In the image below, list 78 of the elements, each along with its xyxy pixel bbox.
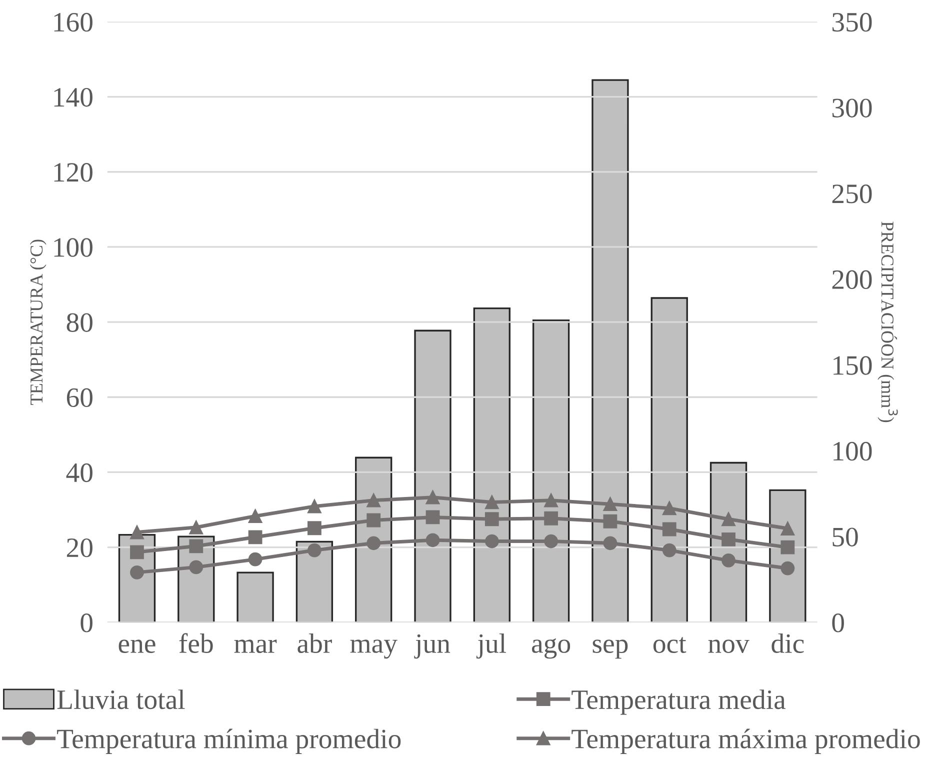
y-tick-label: 80 [66, 313, 92, 332]
point [426, 533, 440, 548]
y-tick-label: 140 [54, 88, 92, 107]
bar [650, 297, 688, 622]
x-tick-label: ago [532, 638, 570, 659]
point [308, 543, 322, 558]
point [308, 499, 322, 514]
point [130, 525, 144, 540]
y-tick-label: 20 [66, 538, 92, 558]
point [484, 495, 499, 510]
y-tick-label: 60 [66, 388, 92, 408]
y2-tick-label: 50 [832, 528, 858, 546]
y2-tick-label: 150 [834, 356, 872, 375]
legend-label: Lluvia total [57, 690, 185, 710]
point [662, 501, 676, 516]
point [189, 560, 204, 574]
x-tick-label: oct [653, 637, 686, 654]
x-tick-label: nov [708, 640, 750, 654]
point [603, 536, 618, 550]
point [366, 493, 381, 508]
point [780, 561, 795, 576]
bar [592, 79, 629, 622]
point [366, 513, 381, 528]
point [308, 521, 322, 536]
bar [532, 319, 570, 622]
point [484, 512, 499, 526]
y2-axis-title: PRECIPITACIÓON (mm$^{3}$) [878, 222, 898, 422]
point [544, 534, 558, 548]
x-tick-label: mar [234, 640, 277, 654]
point [722, 553, 736, 568]
y-tick-label: 0 [80, 614, 92, 632]
bar [473, 307, 510, 622]
point [603, 497, 618, 512]
point [662, 543, 676, 558]
y2-tick-label: 0 [832, 614, 844, 632]
x-tick-label: abr [298, 633, 332, 654]
y-tick-label: 160 [54, 12, 92, 32]
point [662, 522, 676, 536]
x-tick-label: ene [118, 640, 156, 654]
point [248, 552, 262, 566]
point [189, 539, 204, 554]
point [130, 545, 144, 560]
point [544, 511, 558, 526]
y2-tick-label: 100 [834, 442, 872, 461]
bar [296, 540, 334, 622]
legend-label: Temperatura mínima promedio [57, 728, 401, 754]
point [722, 512, 736, 526]
y2-tick-label: 350 [832, 12, 872, 32]
point [366, 536, 381, 550]
y-tick-label: 40 [66, 463, 92, 482]
x-tick-label: dic [772, 633, 804, 654]
point [189, 520, 204, 534]
point [780, 522, 795, 536]
y-tick-label: 120 [54, 163, 92, 182]
y-axis-title: TEMPERATURA (°C) [30, 240, 46, 405]
y2-tick-label: 200 [832, 270, 872, 290]
y-tick-label: 100 [54, 238, 92, 257]
point [603, 514, 618, 528]
bar [236, 572, 274, 622]
legend-label: Temperatura media [572, 690, 786, 715]
point [248, 530, 262, 544]
point [780, 540, 795, 554]
point [484, 534, 499, 548]
x-tick-label: may [350, 640, 398, 659]
x-tick-label: sep [592, 640, 628, 659]
y2-tick-label: 250 [832, 184, 872, 204]
point [722, 532, 736, 546]
x-tick-label: jul [476, 633, 506, 659]
x-tick-label: feb [179, 633, 213, 654]
bar [414, 330, 452, 622]
y2-tick-label: 300 [832, 98, 872, 118]
point [544, 493, 558, 508]
point [426, 490, 440, 504]
point [130, 565, 144, 580]
point [248, 509, 262, 524]
x-tick-label: jun [414, 634, 450, 659]
legend-label: Temperatura máxima promedio [572, 728, 920, 754]
point [426, 510, 440, 524]
